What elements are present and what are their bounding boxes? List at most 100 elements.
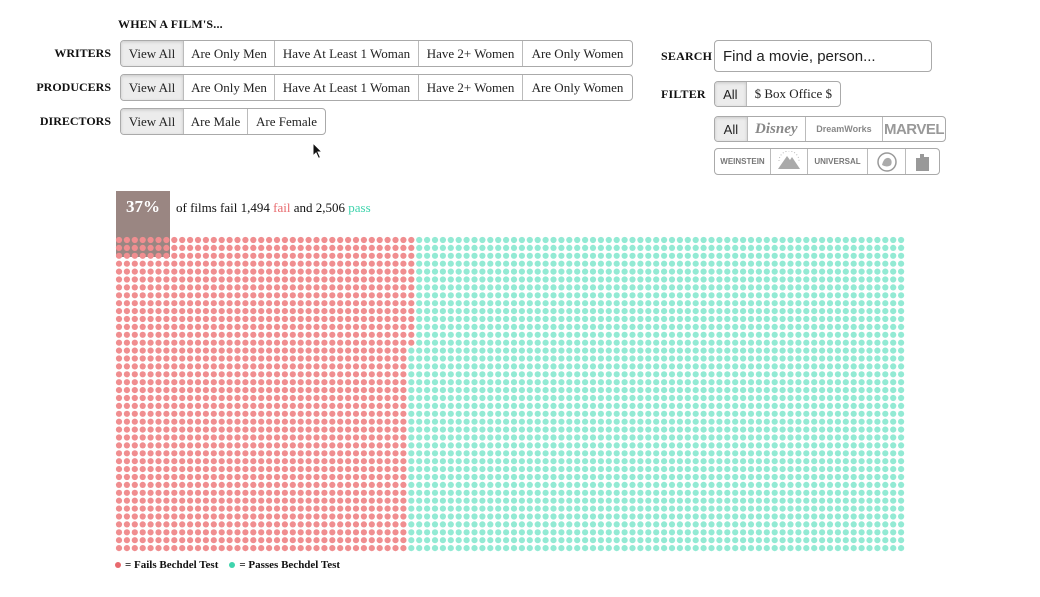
pass-dot[interactable] — [692, 315, 699, 323]
pass-dot[interactable] — [732, 268, 739, 275]
fail-dot[interactable] — [321, 355, 328, 362]
pass-dot[interactable] — [842, 371, 849, 378]
fail-dot[interactable] — [194, 347, 202, 354]
pass-dot[interactable] — [439, 363, 446, 370]
pass-dot[interactable] — [661, 466, 668, 473]
fail-dot[interactable] — [376, 387, 383, 394]
pass-dot[interactable] — [558, 418, 565, 425]
pass-dot[interactable] — [716, 473, 723, 481]
fail-dot[interactable] — [187, 521, 194, 528]
pass-dot[interactable] — [447, 394, 454, 402]
fail-dot[interactable] — [131, 347, 138, 354]
fail-dot[interactable] — [187, 323, 194, 330]
fail-dot[interactable] — [179, 244, 186, 251]
pass-dot[interactable] — [747, 363, 755, 370]
pass-dot[interactable] — [724, 331, 731, 338]
pass-dot[interactable] — [819, 308, 826, 315]
fail-dot[interactable] — [329, 442, 336, 449]
pass-dot[interactable] — [487, 442, 494, 449]
pass-dot[interactable] — [566, 244, 573, 251]
pass-dot[interactable] — [645, 458, 652, 465]
fail-dot[interactable] — [171, 244, 178, 251]
pass-dot[interactable] — [487, 276, 494, 283]
pass-dot[interactable] — [629, 545, 636, 552]
pass-dot[interactable] — [803, 489, 810, 496]
fail-dot[interactable] — [400, 347, 407, 354]
fail-dot[interactable] — [258, 355, 265, 362]
pass-dot[interactable] — [518, 252, 525, 259]
pass-dot[interactable] — [503, 387, 510, 394]
fail-dot[interactable] — [384, 402, 391, 409]
fail-dot[interactable] — [179, 402, 186, 409]
pass-dot[interactable] — [605, 323, 612, 330]
pass-dot[interactable] — [740, 481, 747, 488]
pass-dot[interactable] — [684, 434, 691, 441]
fail-dot[interactable] — [171, 371, 178, 378]
fail-dot[interactable] — [171, 347, 178, 354]
fail-dot[interactable] — [400, 481, 407, 488]
fail-dot[interactable] — [234, 481, 241, 488]
pass-dot[interactable] — [771, 363, 778, 370]
fail-dot[interactable] — [281, 276, 288, 283]
fail-dot[interactable] — [313, 292, 320, 299]
pass-dot[interactable] — [668, 268, 676, 275]
pass-dot[interactable] — [842, 252, 849, 259]
fail-dot[interactable] — [305, 489, 312, 496]
pass-dot[interactable] — [700, 323, 707, 330]
pass-dot[interactable] — [621, 371, 628, 378]
pass-dot[interactable] — [558, 315, 565, 323]
fail-dot[interactable] — [289, 545, 296, 552]
fail-dot[interactable] — [155, 363, 162, 370]
pass-dot[interactable] — [653, 371, 660, 378]
pass-dot[interactable] — [811, 355, 818, 362]
fail-dot[interactable] — [210, 434, 217, 441]
pass-dot[interactable] — [803, 458, 810, 465]
pass-dot[interactable] — [898, 458, 905, 465]
pass-dot[interactable] — [558, 308, 565, 315]
fail-dot[interactable] — [218, 473, 225, 481]
fail-dot[interactable] — [281, 268, 288, 275]
pass-dot[interactable] — [890, 418, 897, 425]
pass-dot[interactable] — [874, 339, 881, 346]
fail-dot[interactable] — [408, 315, 415, 323]
pass-dot[interactable] — [416, 379, 423, 386]
fail-dot[interactable] — [242, 466, 249, 473]
pass-dot[interactable] — [597, 394, 604, 402]
fail-dot[interactable] — [297, 434, 304, 441]
pass-dot[interactable] — [692, 497, 699, 504]
pass-dot[interactable] — [755, 434, 763, 441]
fail-dot[interactable] — [147, 505, 154, 512]
fail-dot[interactable] — [329, 355, 336, 362]
pass-dot[interactable] — [416, 387, 423, 394]
pass-dot[interactable] — [795, 284, 802, 291]
pass-dot[interactable] — [589, 347, 597, 354]
pass-dot[interactable] — [597, 347, 604, 354]
pass-dot[interactable] — [471, 236, 478, 244]
pass-dot[interactable] — [716, 410, 723, 417]
pass-dot[interactable] — [874, 363, 881, 370]
fail-dot[interactable] — [187, 473, 194, 481]
pass-dot[interactable] — [842, 545, 849, 552]
pass-dot[interactable] — [455, 450, 462, 457]
fail-dot[interactable] — [187, 300, 194, 307]
pass-dot[interactable] — [787, 315, 794, 323]
fail-dot[interactable] — [329, 497, 336, 504]
pass-dot[interactable] — [455, 244, 462, 251]
fail-dot[interactable] — [202, 347, 209, 354]
pass-dot[interactable] — [850, 513, 857, 520]
pass-dot[interactable] — [740, 387, 747, 394]
pass-dot[interactable] — [708, 276, 715, 283]
fail-dot[interactable] — [179, 331, 186, 338]
fail-dot[interactable] — [131, 410, 138, 417]
pass-dot[interactable] — [487, 537, 494, 544]
pass-dot[interactable] — [645, 284, 652, 291]
pass-dot[interactable] — [890, 497, 897, 504]
pass-dot[interactable] — [724, 450, 731, 457]
fail-dot[interactable] — [297, 276, 304, 283]
pass-dot[interactable] — [416, 339, 423, 346]
pass-dot[interactable] — [463, 402, 470, 409]
pass-dot[interactable] — [526, 466, 533, 473]
pass-dot[interactable] — [747, 276, 755, 283]
pass-dot[interactable] — [803, 402, 810, 409]
pass-dot[interactable] — [431, 529, 439, 536]
